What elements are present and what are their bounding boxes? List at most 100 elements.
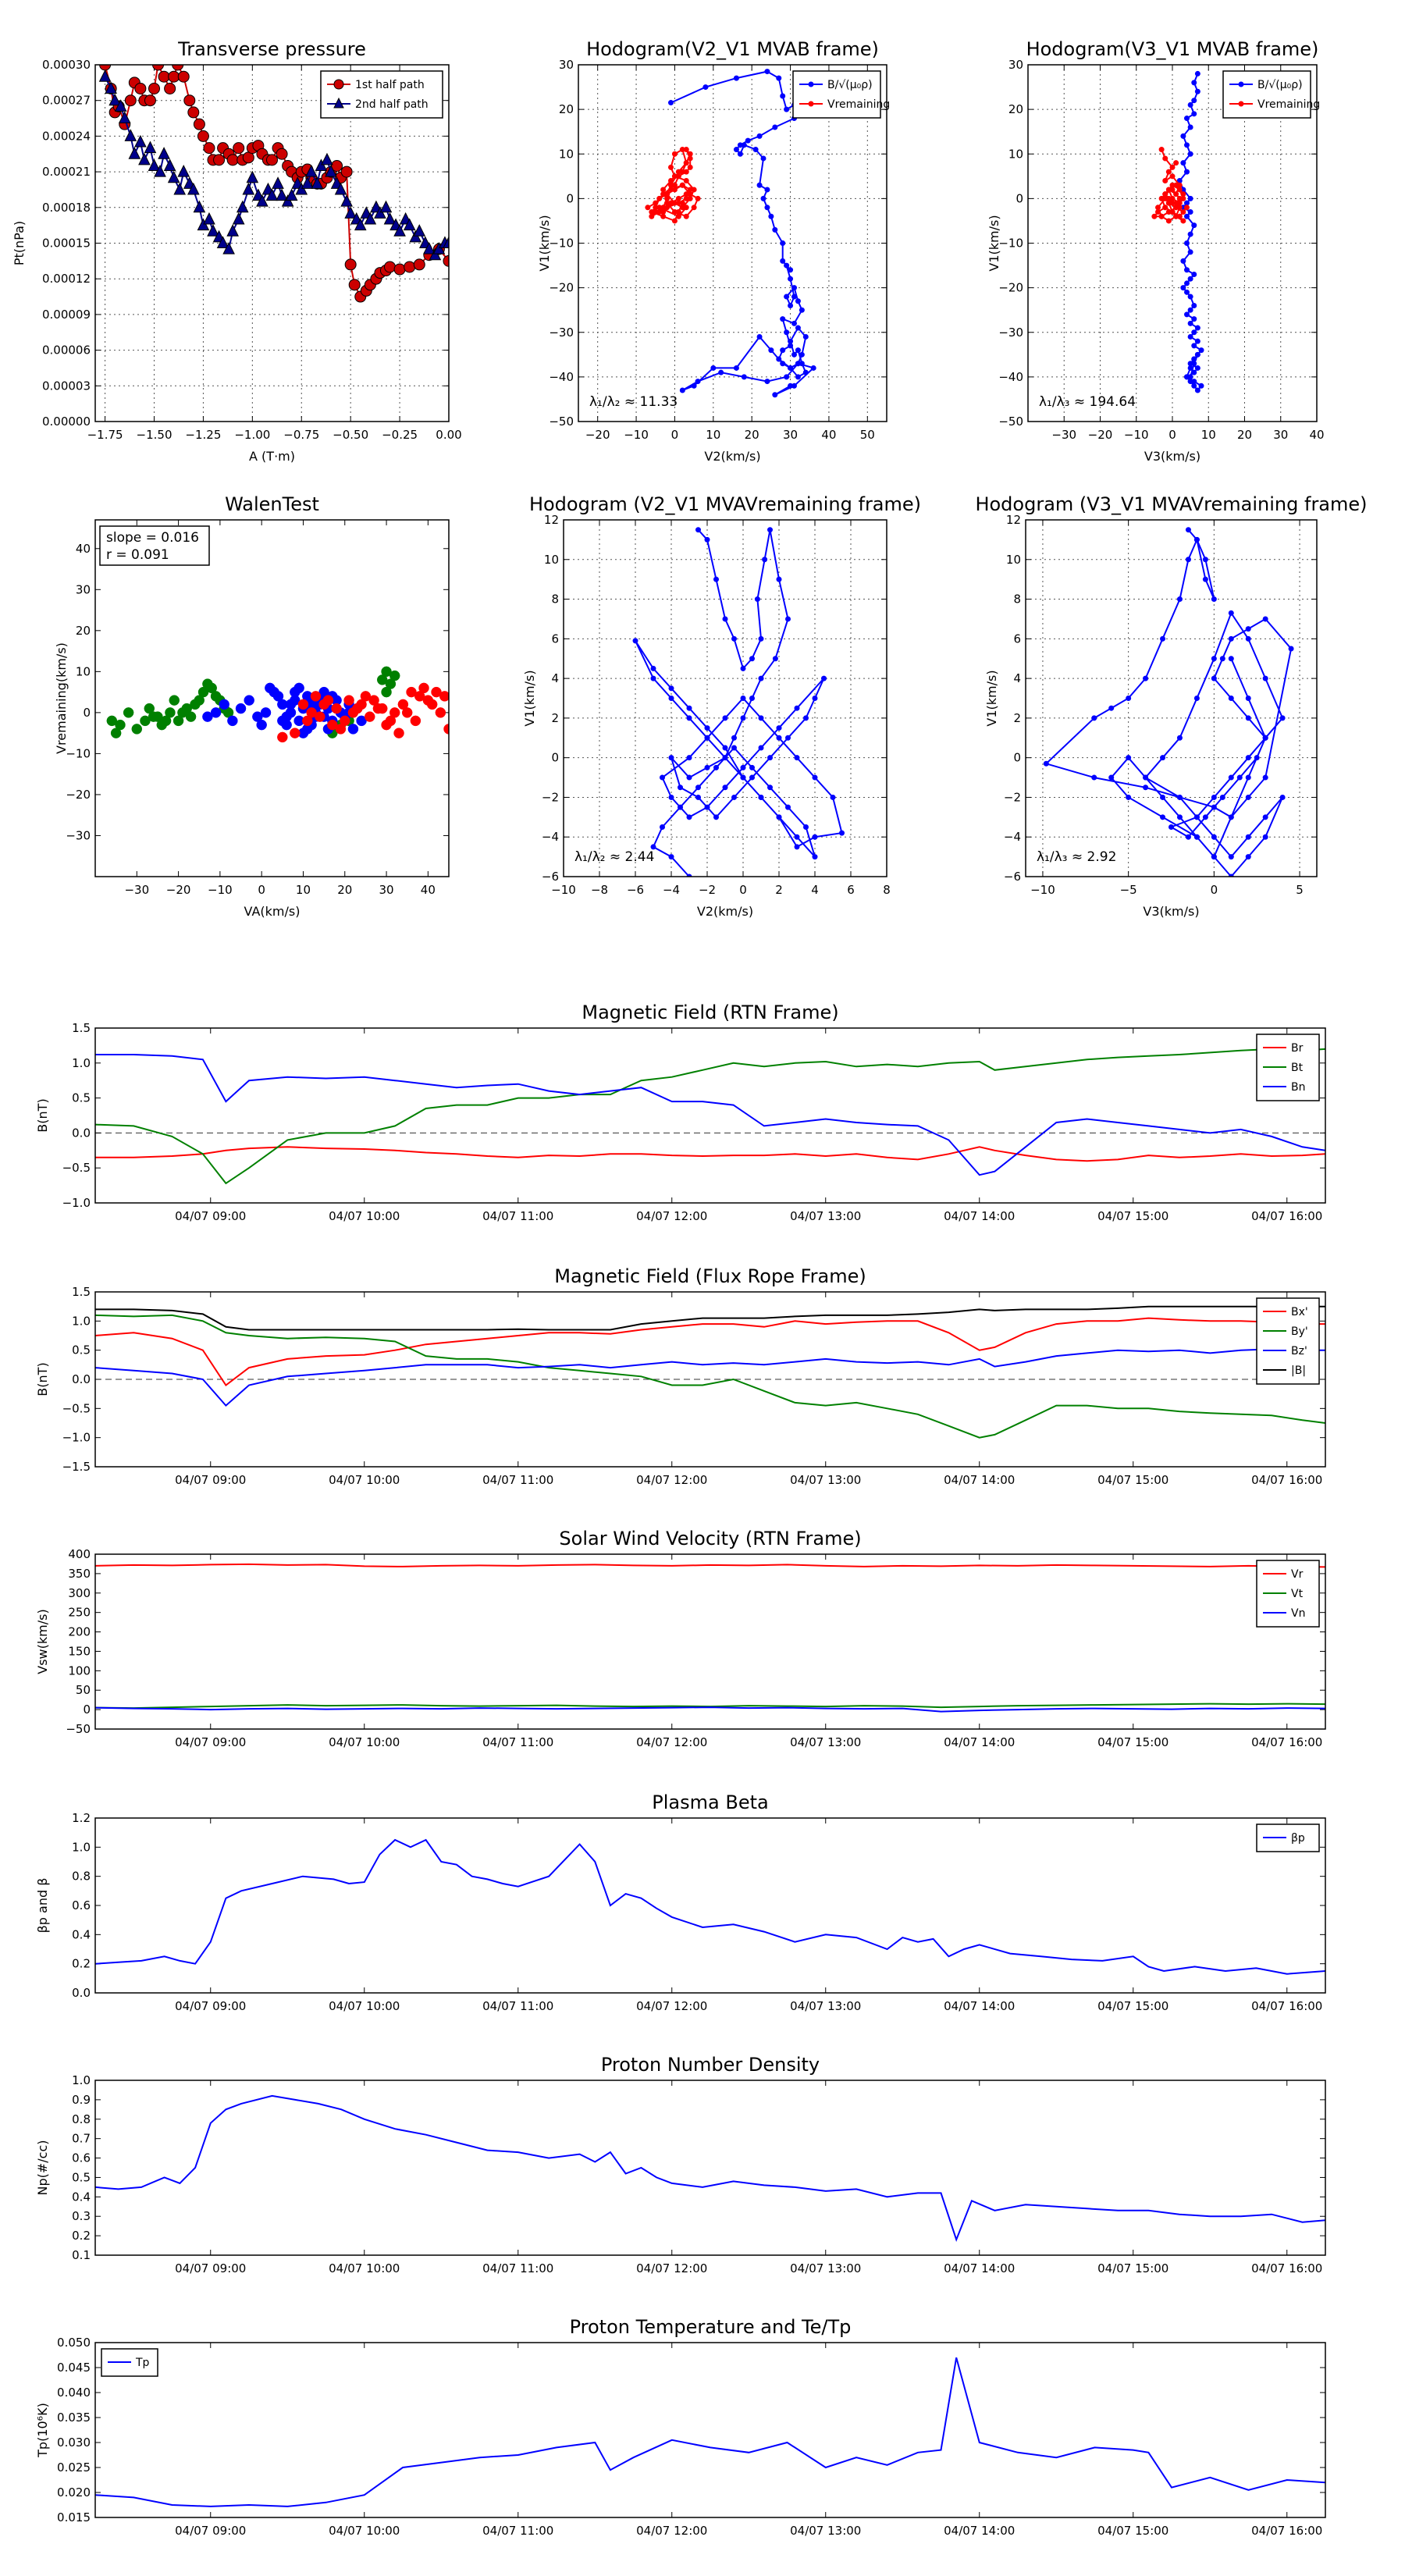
series-vremaining-point — [679, 182, 685, 188]
chart-title: Magnetic Field (Flux Rope Frame) — [554, 1265, 866, 1287]
series-0-point — [1262, 774, 1268, 781]
x-tick-label: 6 — [847, 883, 855, 897]
series-0-point — [812, 854, 818, 860]
series-1-point — [256, 719, 267, 731]
series-2nd-half-path-point — [154, 164, 166, 177]
series-0-point — [668, 685, 674, 692]
x-tick-label: 04/07 13:00 — [790, 2261, 861, 2275]
x-tick-label: 04/07 14:00 — [944, 2261, 1015, 2275]
x-tick-label: 40 — [1309, 428, 1324, 442]
eigenvalue-ratio-label: λ₁/λ₃ ≈ 194.64 — [1039, 394, 1136, 410]
series-vremaining-point — [1173, 205, 1179, 211]
series-2nd-half-path-point — [429, 247, 442, 261]
series-b--point — [791, 285, 797, 291]
series-0-point — [772, 656, 778, 662]
series-0-point — [1245, 854, 1251, 860]
y-tick-label: 0.7 — [72, 2132, 91, 2146]
series-b--point — [768, 213, 774, 219]
series-vremaining-point — [675, 209, 681, 215]
eigenvalue-ratio-label: λ₁/λ₂ ≈ 2.44 — [574, 849, 654, 865]
series-2-point — [426, 699, 438, 710]
x-tick-label: 40 — [421, 883, 436, 897]
series-1-point — [285, 699, 297, 710]
series-2nd-half-path-point — [311, 176, 324, 189]
series-by--line — [95, 1314, 1325, 1439]
series-vremaining-point — [679, 147, 685, 153]
series-2nd-half-path-point — [301, 176, 314, 189]
series-1-point — [347, 724, 359, 735]
series-0-point — [650, 844, 656, 850]
plot-area — [95, 2357, 1325, 2507]
series-0-point — [1262, 675, 1268, 681]
x-tick-label: 10 — [296, 883, 311, 897]
series-b--point — [1191, 111, 1197, 117]
x-tick-label: −0.50 — [333, 428, 368, 442]
series-vremaining-point — [656, 195, 663, 201]
series-b--point — [788, 343, 794, 349]
y-tick-label: 20 — [1008, 102, 1023, 116]
series-b--point — [733, 365, 739, 371]
y-tick-label: −10 — [66, 746, 91, 760]
series-0-point — [1245, 696, 1251, 701]
legend-label: Bt — [1291, 1062, 1304, 1074]
series-0-point — [740, 774, 746, 781]
x-tick-label: 10 — [1201, 428, 1216, 442]
series-b--point — [1191, 382, 1197, 389]
series-1st-half-path-point — [134, 82, 147, 94]
series-0-point — [686, 873, 692, 877]
series-vremaining-point — [668, 187, 674, 193]
y-tick-label: −2 — [1004, 790, 1021, 804]
series-0-point — [1185, 527, 1191, 533]
series-0-point — [650, 665, 656, 671]
series-2nd-half-path-point — [203, 212, 215, 225]
series-b--point — [1180, 258, 1186, 264]
eigenvalue-ratio-label: λ₁/λ₃ ≈ 2.92 — [1037, 849, 1116, 865]
y-tick-label: 0.0 — [72, 1986, 91, 2000]
series-0-point — [1219, 794, 1225, 800]
series-0-point — [1245, 715, 1251, 721]
series-0-point — [695, 794, 701, 800]
series-vremaining-point — [664, 191, 670, 197]
series-b--point — [756, 333, 763, 340]
series-vremaining-point — [675, 195, 681, 201]
plot-area — [1043, 527, 1294, 877]
y-tick-label: −1.5 — [62, 1460, 91, 1474]
y-tick-label: 0.3 — [72, 2209, 91, 2223]
series-1-point — [219, 699, 229, 710]
series-0-point — [650, 675, 656, 681]
series-b--point — [784, 329, 790, 336]
legend-marker — [1238, 101, 1244, 107]
series-2nd-half-path-point — [354, 218, 367, 231]
series-0-point — [722, 745, 728, 751]
series-vremaining-point — [1162, 191, 1168, 197]
series-0-point — [678, 785, 683, 791]
series-2nd-half-path-point — [409, 229, 422, 243]
x-tick-label: −0.75 — [283, 428, 319, 442]
series-0-point — [722, 755, 728, 761]
series-vremaining-point — [675, 213, 681, 219]
y-axis-label: Vsw(km/s) — [35, 1609, 50, 1674]
x-tick-label: 04/07 12:00 — [636, 1735, 707, 1749]
plot-frame — [94, 64, 450, 422]
series-b--point — [780, 240, 786, 246]
y-tick-label: 4 — [551, 671, 559, 685]
y-tick-label: −1.0 — [62, 1431, 91, 1445]
y-tick-label: 200 — [68, 1625, 91, 1639]
chart-pt: −1.75 −1.50 −1.25 −1.00 −0.75 −0.50 −0.25 0.000… — [12, 38, 462, 464]
x-tick-label: 8 — [883, 883, 891, 897]
series-2nd-half-path-point — [177, 164, 190, 177]
x-axis-label: A (T·m) — [249, 449, 295, 464]
legend-marker — [808, 101, 814, 107]
y-axis-label: Np(#/cc) — [35, 2140, 50, 2196]
series-0-point — [754, 596, 760, 603]
series-vremaining-point — [687, 164, 693, 170]
series-np-line — [95, 2094, 1325, 2243]
series-0-point — [1193, 696, 1200, 701]
x-tick-label: 04/07 15:00 — [1097, 2261, 1168, 2275]
y-tick-label: 0.00006 — [42, 343, 91, 358]
series-b--point — [668, 100, 674, 106]
series-2-point — [331, 703, 342, 714]
series-vremaining-point — [671, 209, 678, 215]
x-axis-label: V3(km/s) — [1144, 449, 1200, 464]
